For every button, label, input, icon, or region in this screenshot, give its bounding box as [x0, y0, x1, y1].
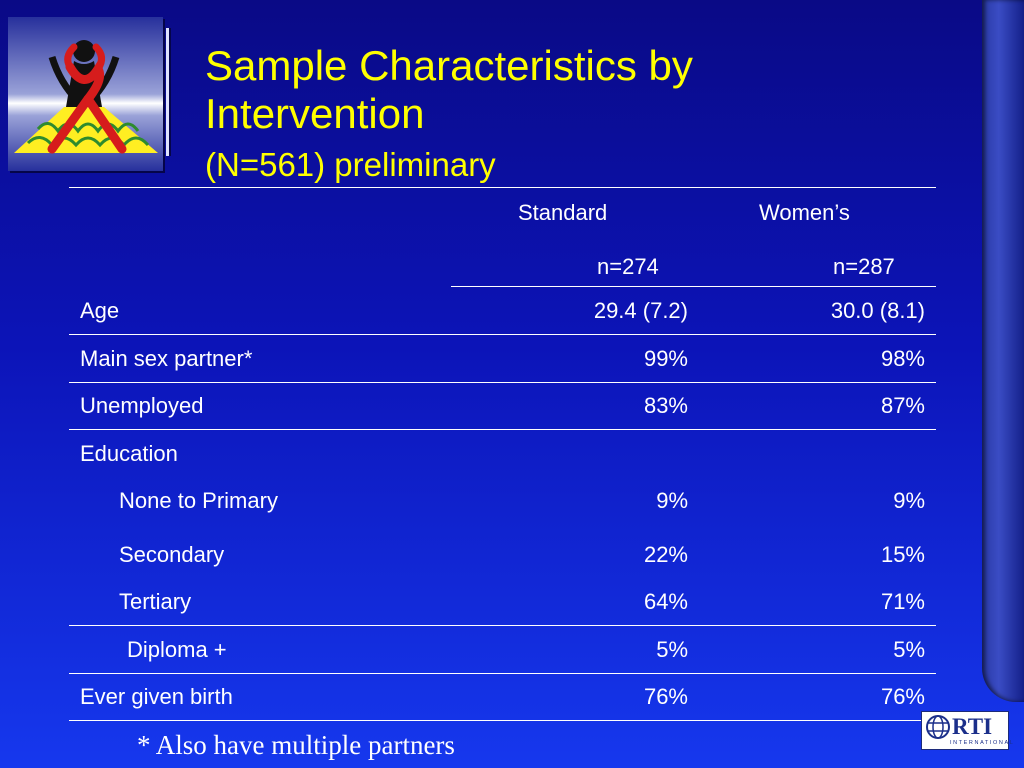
standard-value: 5% — [656, 637, 688, 662]
ribbon-figure-logo — [8, 17, 163, 171]
row-label: Main sex partner* — [80, 346, 253, 371]
standard-value: 83% — [643, 393, 688, 418]
column-header-standard: Standard — [518, 200, 608, 225]
row-label: Diploma + — [127, 637, 227, 662]
row-label: Secondary — [119, 542, 225, 567]
title-main: Sample Characteristics by Intervention — [205, 42, 693, 137]
womens-value: 5% — [893, 637, 925, 662]
row-rule — [69, 429, 936, 430]
row-rule — [69, 334, 936, 335]
standard-value: 22% — [643, 542, 688, 567]
rti-logo: RTI INTERNATIONAL — [921, 711, 1013, 750]
table-bottom-rule — [69, 720, 936, 721]
row-label: Tertiary — [119, 589, 192, 614]
womens-value: 71% — [880, 589, 925, 614]
row-rule — [69, 382, 936, 383]
globe-icon — [926, 715, 950, 739]
rti-logo-text: RTI — [952, 714, 993, 739]
standard-value: 29.4 (7.2) — [593, 298, 688, 323]
title-suffix: (N=561) preliminary — [205, 146, 496, 183]
row-label: Age — [80, 298, 120, 323]
row-rule — [69, 625, 936, 626]
standard-value: 99% — [643, 346, 688, 371]
standard-value: 9% — [656, 488, 688, 513]
rti-logo-subtext: INTERNATIONAL — [950, 740, 1015, 746]
header-rule — [451, 286, 936, 287]
standard-value: 76% — [643, 684, 688, 709]
womens-value: 87% — [880, 393, 925, 418]
title-divider — [166, 28, 169, 156]
womens-value: 9% — [893, 488, 925, 513]
standard-value: 64% — [643, 589, 688, 614]
womens-value: 76% — [880, 684, 925, 709]
column-header-womens: Women’s — [759, 200, 850, 225]
row-label: Education — [80, 441, 178, 466]
womens-value: 15% — [880, 542, 925, 567]
table-top-rule — [69, 187, 936, 188]
footnote: * Also have multiple partners — [137, 730, 455, 760]
decorative-side-bar — [982, 0, 1024, 702]
womens-value: 98% — [880, 346, 925, 371]
column-n-womens: n=287 — [833, 254, 895, 279]
row-label: None to Primary — [119, 488, 278, 513]
womens-value: 30.0 (8.1) — [830, 298, 925, 323]
ribbon-figure-icon — [14, 40, 158, 154]
row-label: Ever given birth — [80, 684, 233, 709]
row-rule — [69, 673, 936, 674]
row-label: Unemployed — [80, 393, 204, 418]
column-n-standard: n=274 — [597, 254, 659, 279]
page-title: Sample Characteristics by Intervention (N… — [205, 42, 805, 189]
